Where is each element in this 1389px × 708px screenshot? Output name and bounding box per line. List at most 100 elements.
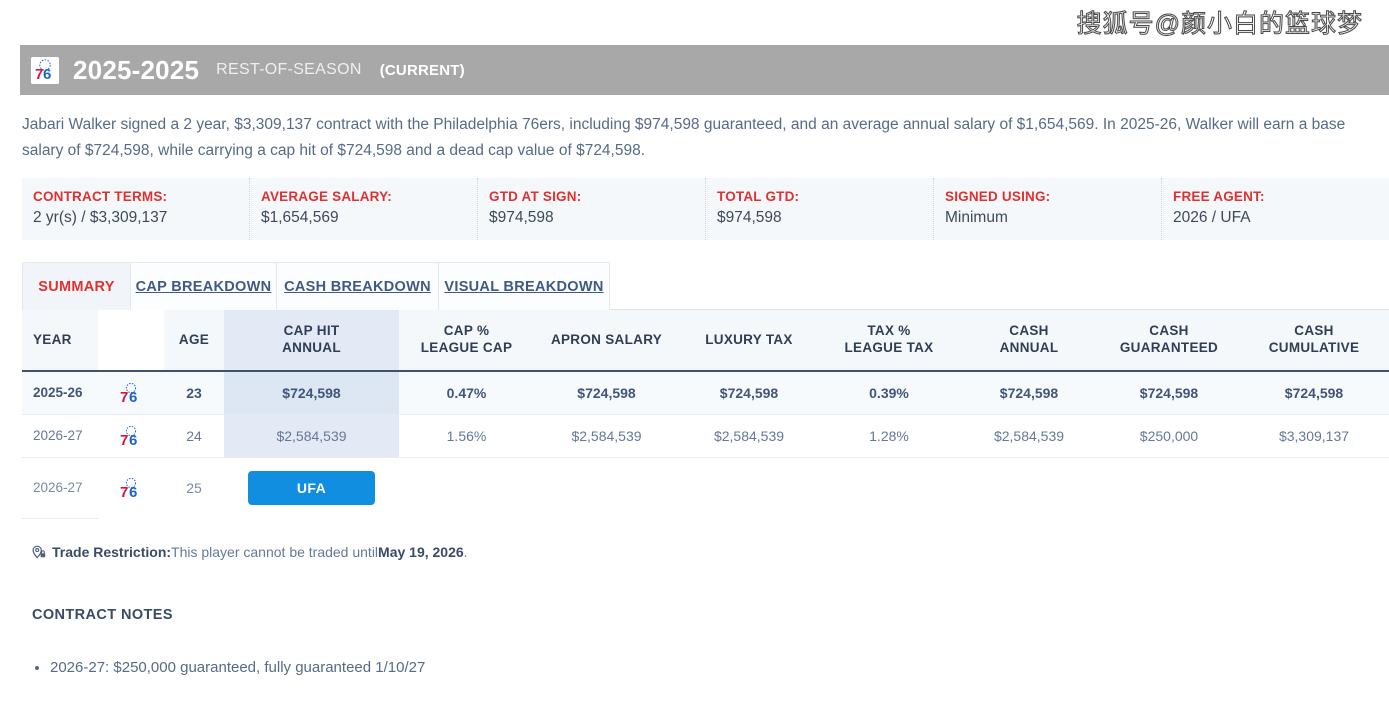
season-status: (CURRENT) [379,61,465,79]
sixers-logo-icon: 7 6 [31,56,59,84]
tab-visual-breakdown[interactable]: VISUAL BREAKDOWN [439,262,610,310]
cell-cap-pct: 0.47% [399,371,534,415]
cell-apron-salary: $2,584,539 [534,414,679,458]
list-item: 2026-27: $250,000 guaranteed, fully guar… [50,656,425,680]
cell-empty [534,457,679,518]
term-label: GTD AT SIGN: [489,189,582,204]
cell-cap-hit: $724,598 [224,371,399,415]
svg-text:7: 7 [120,432,128,449]
cell-empty [1099,457,1239,518]
season-kind: REST-OF-SEASON [216,61,362,78]
trade-restriction-date: May 19, 2026 [378,544,464,560]
header-line-1: TAX % [867,323,911,338]
tab-cash-breakdown[interactable]: CASH BREAKDOWN [277,262,439,310]
tab-cap-breakdown[interactable]: CAP BREAKDOWN [131,262,277,310]
header-line-2: GUARANTEED [1119,340,1219,355]
term-total-gtd: TOTAL GTD: $974,598 [706,178,934,240]
header-line-1: CAP % [443,323,490,338]
ufa-badge[interactable]: UFA [248,471,375,505]
cell-age: 24 [164,414,224,458]
term-label: CONTRACT TERMS: [33,189,168,204]
term-value: $974,598 [489,209,554,226]
cell-cash-cumulative: $724,598 [1239,371,1389,415]
season-years: 2025-2025 [73,54,200,85]
header-year: YEAR [22,310,98,372]
header-line-2: LEAGUE TAX [844,340,934,355]
term-label: TOTAL GTD: [717,189,800,204]
svg-text:7: 7 [120,484,128,501]
cell-cash-annual: $724,598 [959,371,1099,415]
contract-notes-title: CONTRACT NOTES [32,607,173,623]
cell-cash-annual: $2,584,539 [959,414,1099,458]
breakdown-tabs: SUMMARY CAP BREAKDOWN CASH BREAKDOWN VIS… [22,262,1389,310]
header-line-2: LEAGUE CAP [420,340,513,355]
header-line-2: ANNUAL [999,340,1059,355]
term-average-salary: AVERAGE SALARY: $1,654,569 [250,178,478,240]
watermark-text: 搜狐号@颜小白的篮球梦 [1076,10,1363,39]
contract-summary-table: YEAR AGE CAP HIT ANNUAL CAP % LEAGUE CAP… [22,310,1389,519]
cell-team-logo: 7 6 [98,371,164,415]
tab-label: CASH BREAKDOWN [284,278,431,295]
term-label: FREE AGENT: [1173,189,1265,204]
header-cash-cumulative: CASH CUMULATIVE [1239,310,1389,372]
header-line-1: CASH [1294,323,1334,338]
cell-cash-cumulative: $3,309,137 [1239,414,1389,458]
svg-text:6: 6 [43,66,51,83]
cell-age: 23 [164,371,224,415]
term-value: 2026 / UFA [1173,209,1251,226]
header-tax-pct-league-tax: TAX % LEAGUE TAX [819,310,959,372]
term-free-agent: FREE AGENT: 2026 / UFA [1162,178,1389,240]
header-cap-hit-annual: CAP HIT ANNUAL [224,310,399,372]
sixers-logo-icon: 7 6 [118,476,144,501]
cell-cash-guaranteed: $250,000 [1099,414,1239,458]
term-value: 2 yr(s) / $3,309,137 [33,209,168,226]
trade-restriction-text: This player cannot be traded until [171,544,379,560]
term-value: $974,598 [717,209,782,226]
table-row-ufa: 2026-27 7 6 25 UFA [22,457,1389,519]
svg-text:7: 7 [35,66,43,83]
svg-text:7: 7 [120,389,128,406]
trade-restriction-label: Trade Restriction: [52,544,172,560]
cell-age: 25 [164,457,224,518]
cell-cap-pct: 1.56% [399,414,534,458]
contract-description: Jabari Walker signed a 2 year, $3,309,13… [22,116,1346,159]
sixers-logo-icon: 7 6 [118,381,144,406]
cell-luxury-tax: $724,598 [679,371,819,415]
tab-summary[interactable]: SUMMARY [22,262,131,310]
cell-apron-salary: $724,598 [534,371,679,415]
cell-empty [959,457,1099,518]
term-signed-using: SIGNED USING: Minimum [934,178,1162,240]
cell-cap-hit: $2,584,539 [224,414,399,458]
header-line-1: CASH [1149,323,1189,338]
svg-text:6: 6 [129,389,137,406]
term-value: Minimum [945,209,1008,226]
cell-empty [819,457,959,518]
trade-restriction-period: . [463,544,468,560]
header-cash-annual: CASH ANNUAL [959,310,1099,372]
trade-restriction: Trade Restriction: This player cannot be… [32,544,468,560]
svg-text:6: 6 [129,432,137,449]
trade-restriction-icon [32,545,46,560]
table-row: 2026-27 7 6 24 $2,584,539 1.56% $2,584,5… [22,414,1389,458]
cell-year: 2026-27 [22,414,98,458]
table-row: 2025-26 7 6 23 $724,598 0.47% $724,598 $… [22,371,1389,415]
cell-year: 2025-26 [22,371,98,415]
cell-ufa: UFA [224,457,399,518]
tab-label: CAP BREAKDOWN [135,278,272,295]
table-header-row: YEAR AGE CAP HIT ANNUAL CAP % LEAGUE CAP… [22,310,1389,372]
season-header-bar: 7 6 2025-2025 REST-OF-SEASON (CURRENT) [20,45,1389,95]
header-line-1: CAP HIT [283,323,340,338]
term-gtd-at-sign: GTD AT SIGN: $974,598 [478,178,706,240]
cell-tax-pct: 0.39% [819,371,959,415]
cell-luxury-tax: $2,584,539 [679,414,819,458]
cell-empty [399,457,534,518]
header-line-2: ANNUAL [282,340,341,355]
cell-tax-pct: 1.28% [819,414,959,458]
cell-year: 2026-27 [22,457,98,519]
term-label: AVERAGE SALARY: [261,189,393,204]
header-cap-pct-league-cap: CAP % LEAGUE CAP [399,310,534,372]
header-team [98,310,164,372]
tab-label: VISUAL BREAKDOWN [444,278,604,295]
svg-text:6: 6 [129,484,137,501]
sixers-logo-icon: 7 6 [118,424,144,449]
